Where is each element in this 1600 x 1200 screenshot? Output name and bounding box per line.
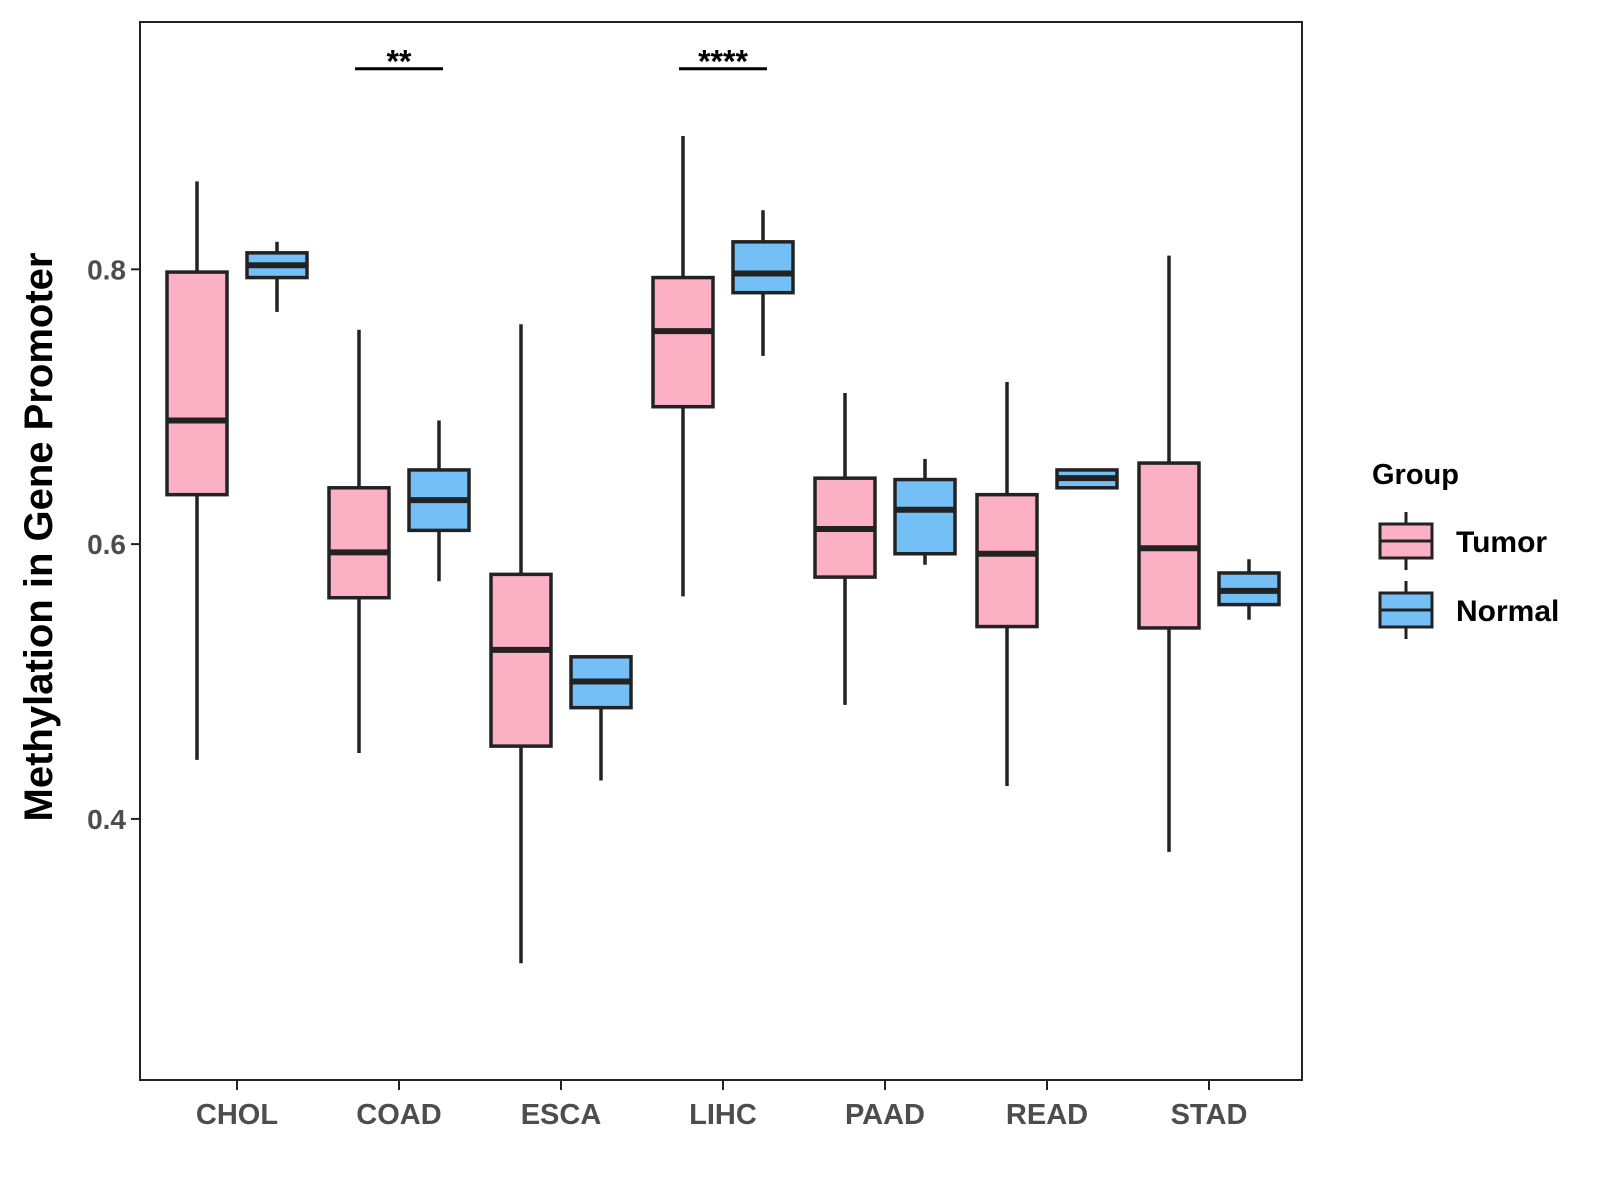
boxplot-tumor-lihc — [651, 136, 715, 597]
y-tick-label: 0.8 — [87, 254, 126, 285]
significance-label: ** — [387, 44, 412, 80]
x-tick-label: COAD — [356, 1099, 441, 1131]
boxplot-normal-stad — [1217, 559, 1281, 620]
x-tick-label: STAD — [1171, 1099, 1248, 1131]
boxplot-tumor-paad — [813, 392, 877, 705]
x-tick-label: READ — [1006, 1099, 1088, 1131]
legend-title: Group — [1372, 459, 1459, 491]
x-tick-label: LIHC — [689, 1099, 757, 1131]
legend-item-tumor: Tumor — [1378, 512, 1547, 570]
boxplot-tumor-read — [975, 381, 1039, 786]
legend: Group Tumor Normal — [1372, 459, 1559, 639]
x-tick-label: CHOL — [196, 1099, 278, 1131]
box-iqr — [651, 275, 715, 409]
x-tick-label: ESCA — [521, 1099, 602, 1131]
y-tick-label: 0.6 — [87, 529, 126, 560]
legend-item-normal: Normal — [1378, 581, 1559, 639]
y-axis-title: Methylation in Gene Promoter — [17, 253, 61, 822]
boxplot-tumor-stad — [1137, 255, 1201, 852]
plot-area: ** **** — [165, 44, 1281, 964]
box-iqr — [489, 572, 553, 748]
boxplot-normal-chol — [245, 241, 309, 312]
significance-label: **** — [698, 44, 748, 80]
y-tick-label: 0.4 — [87, 804, 126, 835]
box-iqr — [165, 270, 229, 497]
plot-panel-border — [139, 21, 1303, 1081]
boxplot-normal-coad — [407, 420, 471, 582]
legend-label: Tumor — [1456, 526, 1547, 559]
y-axis: 0.4 0.6 0.8 — [87, 254, 140, 835]
boxplot-normal-paad — [893, 458, 957, 565]
box-iqr — [731, 240, 795, 295]
x-tick-label: PAAD — [845, 1099, 925, 1131]
boxplot-normal-esca — [569, 655, 633, 781]
boxplot-normal-read — [1055, 468, 1119, 490]
box-iqr — [975, 492, 1039, 629]
boxplot-normal-lihc — [731, 210, 795, 356]
boxplot-tumor-chol — [165, 181, 229, 760]
x-axis: CHOL COAD ESCA LIHC PAAD READ STAD — [196, 1080, 1247, 1131]
legend-label: Normal — [1456, 595, 1559, 628]
boxplot-tumor-esca — [489, 324, 553, 964]
box-iqr — [893, 477, 957, 556]
box-iqr — [327, 486, 391, 600]
boxplot-tumor-coad — [327, 329, 391, 753]
